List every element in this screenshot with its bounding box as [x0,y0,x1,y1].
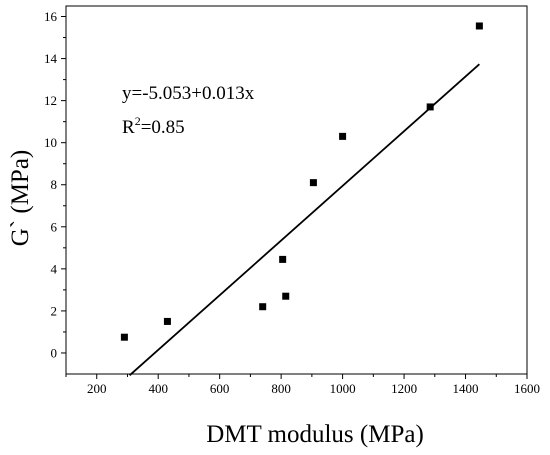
x-tick-label: 800 [271,381,291,396]
data-point [279,255,287,263]
r-squared-value: =0.85 [141,117,185,138]
data-point [426,103,434,111]
data-point [339,132,347,140]
x-tick-label: 1000 [330,381,356,396]
r-squared-annotation: R2=0.85 [122,114,185,138]
y-tick-label: 0 [51,345,58,360]
x-tick-label: 400 [148,381,168,396]
r-squared-exponent: 2 [135,114,141,128]
regression-line [129,63,480,376]
data-points [120,22,483,341]
data-point [475,22,483,30]
y-tick-label: 10 [44,135,57,150]
x-tick-label: 1400 [453,381,479,396]
axis-ticks: 200 400 600 800 1000 1200 1400 1600 0 2 4 6 8 10 12 14 1… [44,9,540,396]
plot-axes [65,5,528,375]
y-axis-title: G` (MPa) [7,150,34,247]
y-tick-label: 12 [44,93,57,108]
equation-annotation: y=-5.053+0.013x [122,83,255,104]
y-tick-label: 6 [51,219,58,234]
r-squared-label: R [122,117,135,138]
y-tick-label: 14 [44,51,58,66]
y-tick-label: 2 [51,303,58,318]
x-tick-label: 600 [210,381,230,396]
fit-line-group [129,63,480,376]
data-point [163,317,171,325]
x-axis-title: DMT modulus (MPa) [206,421,424,448]
data-point [309,179,317,187]
data-point [120,333,128,341]
x-tick-label: 1200 [391,381,417,396]
y-tick-label: 8 [51,177,58,192]
x-tick-label: 1600 [514,381,540,396]
x-tick-label: 200 [87,381,107,396]
y-tick-label: 16 [44,9,58,24]
y-tick-label: 4 [51,261,58,276]
plot-frame [65,5,528,375]
data-point [282,292,290,300]
data-point [259,303,267,311]
